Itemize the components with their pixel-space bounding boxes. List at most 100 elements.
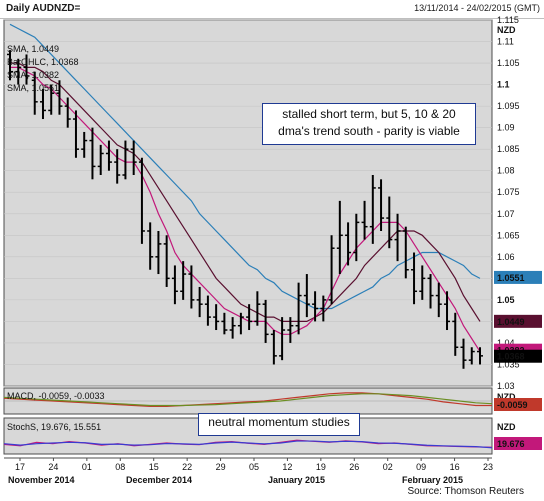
chart-header: Daily AUDNZD= 13/11/2014 - 24/02/2015 (G… — [0, 0, 544, 19]
y-tick-label: 1.1 — [497, 80, 510, 90]
y-tick-label: 1.04 — [497, 338, 515, 348]
ohlc-bar — [246, 304, 253, 331]
ohlc-bar — [89, 127, 96, 180]
ohlc-bar — [378, 179, 385, 231]
price-tag-bg — [494, 314, 542, 328]
x-month-label: December 2014 — [126, 475, 192, 485]
macd-series-0 — [3, 392, 492, 407]
ohlc-bar — [155, 230, 162, 275]
ohlc-bar — [196, 286, 203, 318]
ohlc-bar — [48, 84, 55, 115]
stoch-lines — [3, 439, 493, 449]
ohlc-bar — [402, 226, 409, 279]
ohlc-bar — [394, 213, 401, 262]
y-tick-label: 1.035 — [497, 359, 520, 369]
main-annotation-line-2: dma's trend south - parity is viable — [278, 124, 460, 138]
macd-price-tag-bg — [494, 398, 542, 411]
main-annotation-line-1: stalled short term, but 5, 10 & 20 — [282, 107, 456, 121]
ohlc-bar — [105, 140, 112, 171]
momentum-annotation: neutral momentum studies — [198, 413, 360, 436]
ohlc-bar — [130, 140, 137, 176]
ohlc-bar — [336, 200, 343, 275]
ohlc-bar — [303, 274, 310, 318]
macd-series-1 — [3, 393, 493, 407]
x-tick-label: 26 — [349, 462, 359, 472]
y-tick-label: 1.115 — [497, 15, 519, 25]
x-tick-label: 05 — [249, 462, 259, 472]
x-tick-label: 19 — [316, 462, 326, 472]
stoch-series-1 — [3, 440, 493, 449]
ohlc-bar — [81, 131, 88, 158]
ohlc-bar — [138, 157, 145, 244]
x-tick-label: 24 — [48, 462, 58, 472]
sma-5-line — [10, 66, 481, 352]
ohlc-bar — [23, 54, 30, 85]
y-tick-label: 1.03 — [497, 381, 515, 391]
ohlc-bar — [31, 71, 38, 115]
ohlc-bar — [386, 196, 393, 249]
date-range: 13/11/2014 - 24/02/2015 (GMT) — [414, 3, 540, 13]
y-tick-label: 1.085 — [497, 144, 520, 154]
y-tick-label: 1.09 — [497, 123, 515, 133]
y-tick-label: 1.05 — [497, 295, 515, 305]
price-tag-label: 1.0449 — [497, 317, 525, 327]
legend-sma-3: SMA, 1.0551 — [7, 83, 59, 93]
legend-sma-2: SMA, 1.0382 — [7, 70, 59, 80]
price-tag-label: 1.0368 — [497, 352, 525, 362]
y-tick-label: 1.07 — [497, 209, 515, 219]
time-axis: 17 24 01 08 15 22 29 05 12 19 26 02 09 16 23 November 2… — [4, 457, 493, 485]
x-month-label: November 2014 — [8, 475, 75, 485]
sma-20-line — [9, 23, 481, 310]
stoch-price-tag-bg — [494, 437, 542, 450]
ohlc-bar — [180, 261, 187, 300]
ohlc-bar — [97, 144, 104, 176]
sma-layer — [9, 23, 481, 352]
ohlc-bar — [460, 338, 467, 369]
price-tag-bg — [494, 349, 542, 363]
ohlc-bar — [345, 222, 352, 266]
ohlc-bar — [320, 295, 327, 322]
y-tick-label: 1.11 — [497, 37, 514, 47]
ohlc-bar — [353, 213, 360, 262]
macd-unit-label: NZD — [497, 392, 516, 402]
x-tick-label: 17 — [15, 462, 25, 472]
price-unit-label: NZD — [497, 25, 516, 35]
ohlc-bar — [56, 80, 63, 115]
x-tick-label: 16 — [450, 462, 460, 472]
x-month-label: February 2015 — [402, 475, 463, 485]
ohlc-bar — [122, 140, 129, 180]
price-tag-bg — [494, 270, 542, 284]
ohlc-bar — [64, 97, 71, 128]
price-tag-label: 1.0551 — [497, 273, 525, 283]
ohlc-bar — [411, 252, 418, 305]
x-tick-label: 23 — [483, 462, 493, 472]
ohlc-bar — [213, 304, 220, 331]
ohlc-bar — [312, 291, 319, 322]
x-tick-label: 22 — [182, 462, 192, 472]
main-annotation: stalled short term, but 5, 10 & 20 dma's… — [262, 103, 476, 145]
ohlc-bar — [163, 235, 170, 287]
sma-10-line — [10, 62, 481, 323]
y-tick-label: 1.06 — [497, 252, 515, 262]
x-tick-label: 29 — [216, 462, 226, 472]
ohlc-bar — [221, 312, 228, 335]
ohlc-bar — [147, 222, 154, 270]
ohlc-bar — [204, 295, 211, 326]
ohlc-bars — [7, 50, 483, 369]
ohlc-bar — [39, 88, 46, 120]
ohlc-bar — [452, 312, 459, 356]
x-month-label: January 2015 — [268, 475, 325, 485]
y-tick-label: 1.075 — [497, 187, 520, 197]
price-panel-bg — [3, 19, 493, 387]
y-tick-label: 1.08 — [497, 166, 515, 176]
ohlc-bar — [427, 274, 434, 309]
ohlc-bar — [114, 149, 121, 184]
macd-title: MACD, -0.0059, -0.0033 — [7, 391, 105, 401]
ohlc-bar — [328, 235, 335, 305]
ohlc-bar — [229, 317, 236, 339]
price-axis: 1.115 1.11 1.105 1.1 1.095 1.09 1.085 1.08 1.075… — [497, 15, 520, 391]
legend-sma-1: SMA, 1.0449 — [7, 44, 59, 54]
ohlc-bar — [419, 265, 426, 300]
